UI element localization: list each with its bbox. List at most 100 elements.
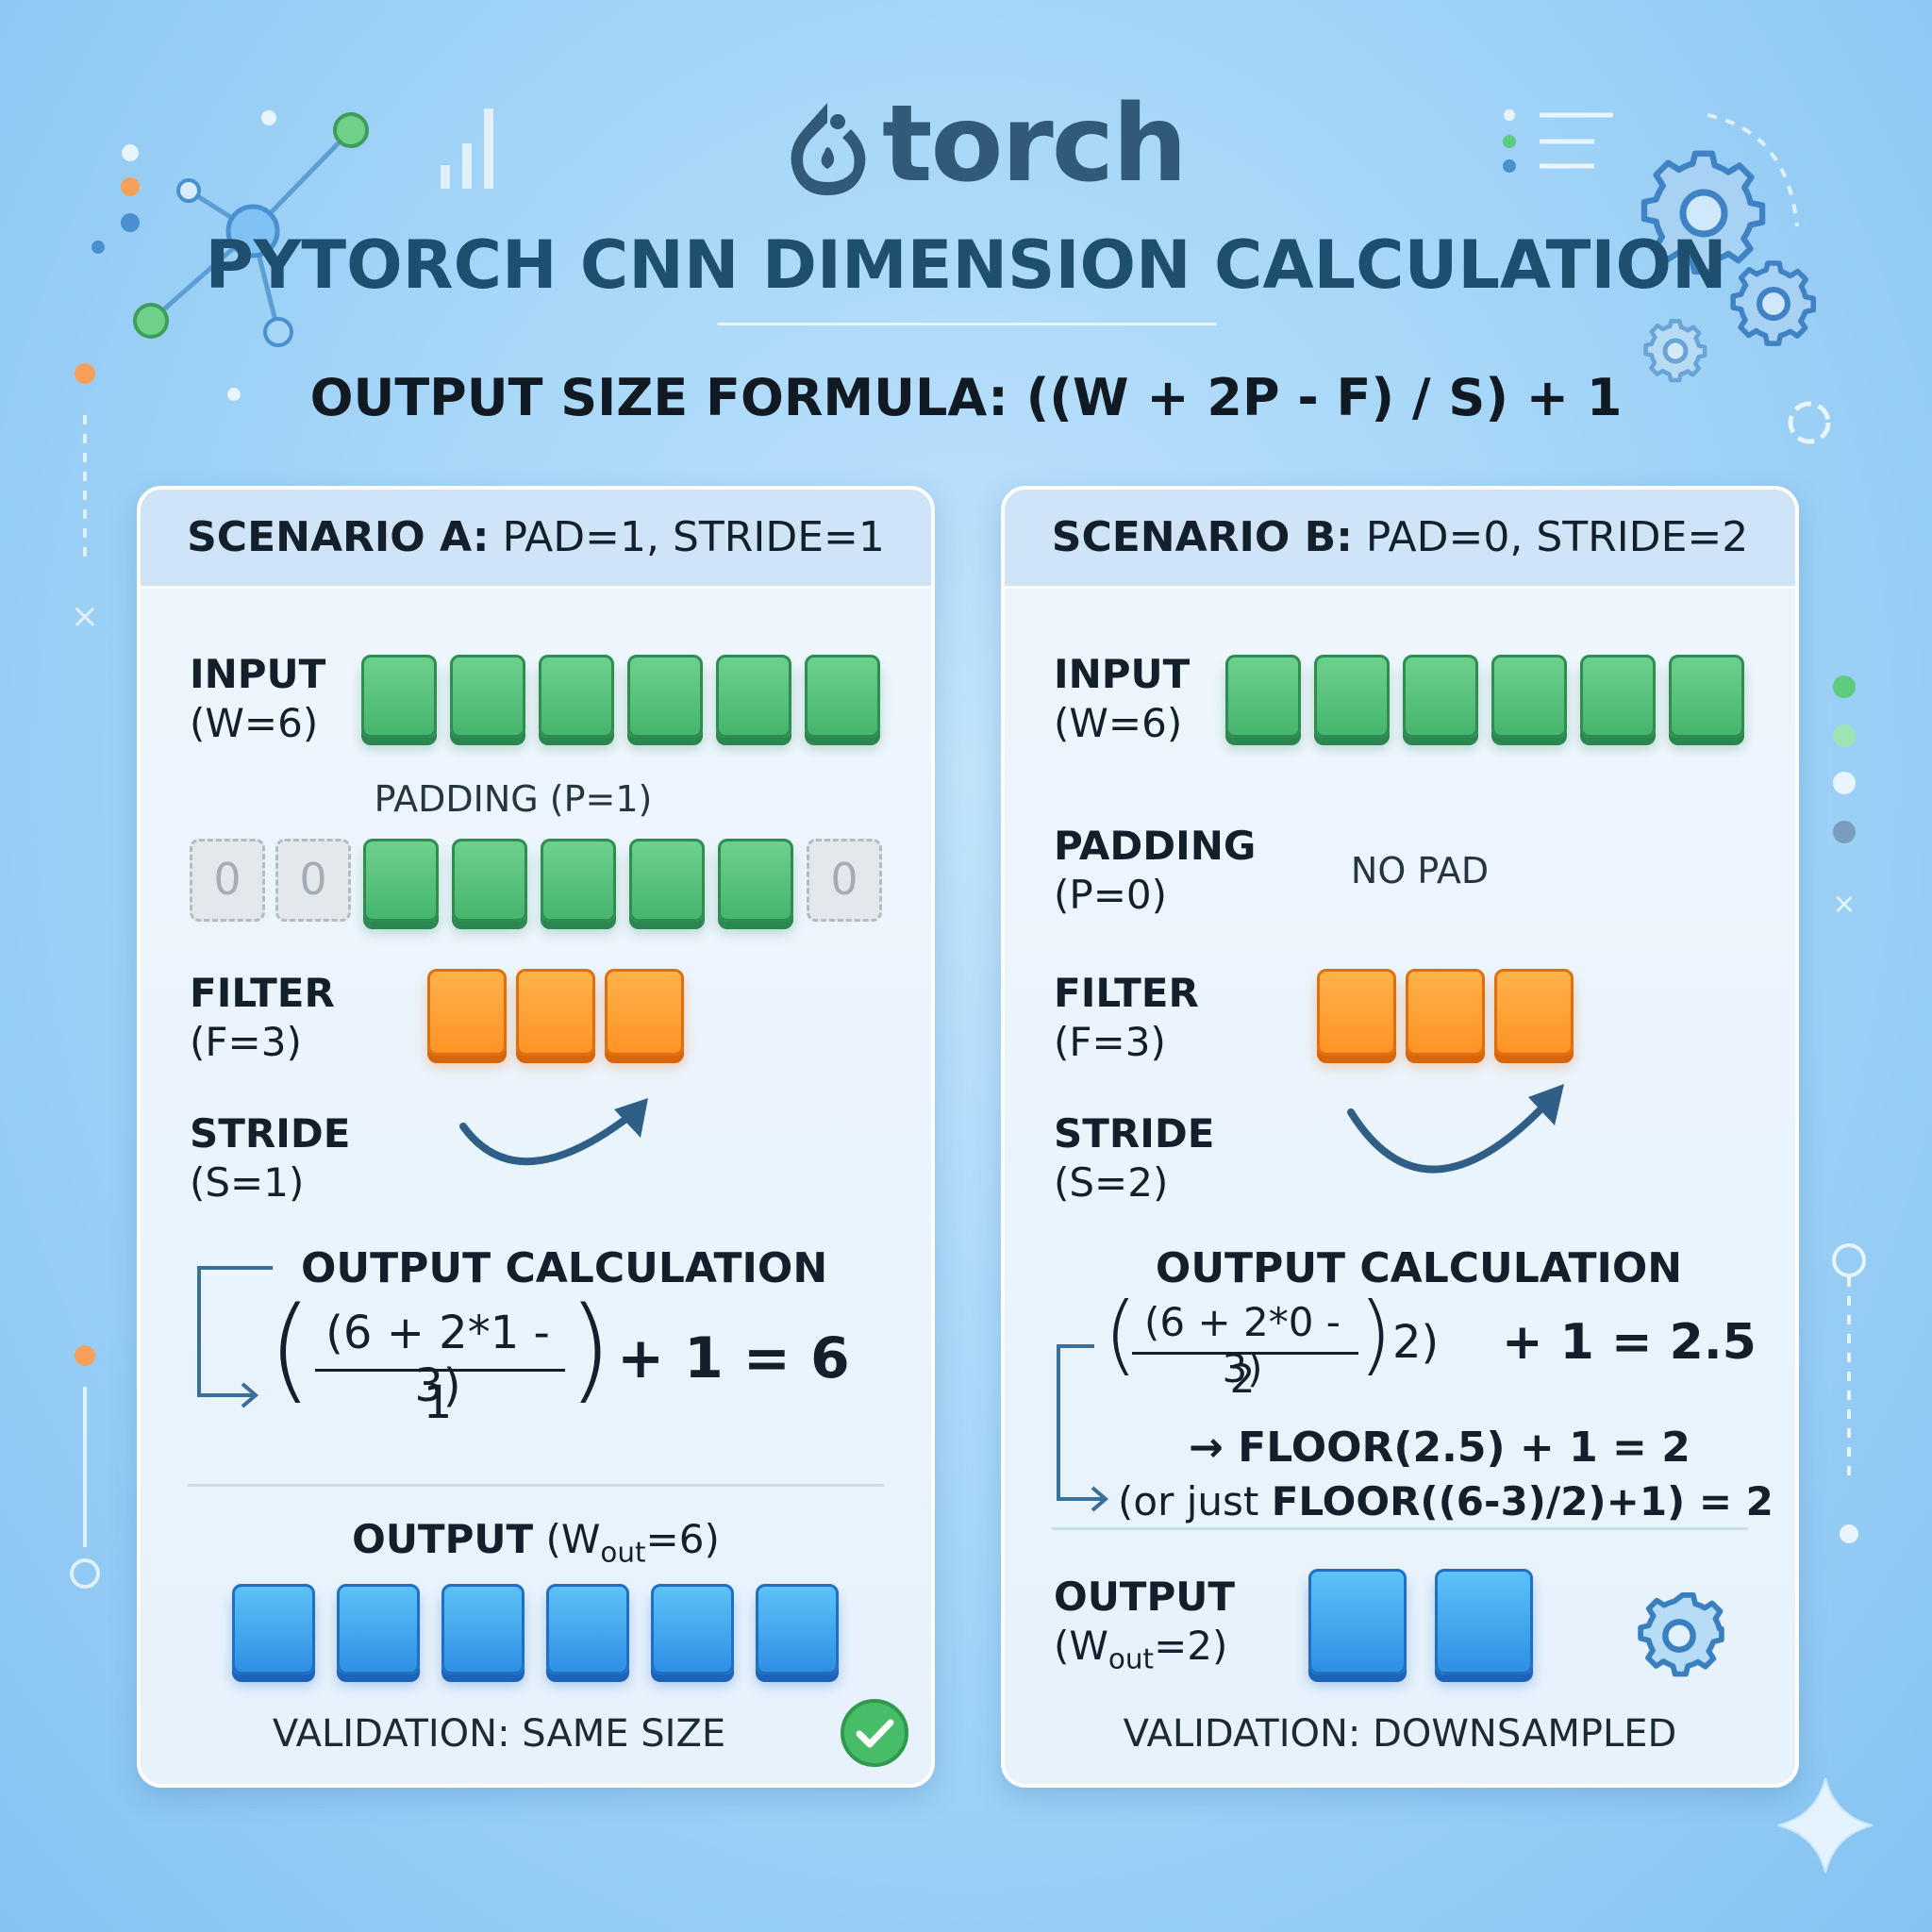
padded-input-cell — [629, 839, 705, 922]
stride-label: STRIDE (S=1) — [190, 1109, 350, 1208]
input-label: INPUT (W=6) — [190, 650, 325, 748]
calc-title: OUTPUT CALCULATION — [1155, 1244, 1683, 1292]
filter-value-text: (F=3) — [190, 1019, 302, 1065]
input-label-text: INPUT — [190, 651, 326, 697]
gear-icon — [1638, 1592, 1724, 1677]
padded-input-cell — [363, 839, 439, 922]
gear-cluster-icon — [1641, 150, 1816, 383]
stride-label: STRIDE (S=2) — [1054, 1109, 1214, 1208]
scenario-a-panel: SCENARIO A: PAD=1, STRIDE=1 INPUT (W=6) … — [137, 486, 935, 1788]
gear-icon — [1641, 150, 1766, 275]
pad-zero-cell: 0 — [807, 839, 882, 922]
stride-label-text: STRIDE — [190, 1110, 351, 1157]
scenario-b-title-params: PAD=0, STRIDE=2 — [1365, 513, 1749, 561]
scenario-a-title-params: PAD=1, STRIDE=1 — [502, 513, 885, 561]
input-value-text: (W=6) — [190, 700, 319, 746]
calc-numerator: (6 + 2*1 - 3) — [325, 1307, 550, 1412]
filter-cell — [427, 969, 507, 1056]
validation-text: VALIDATION: SAME SIZE — [272, 1712, 726, 1756]
calc-result: + 1 = 2.5 — [1502, 1314, 1757, 1371]
input-cell — [1225, 655, 1301, 738]
calc-result: + 1 = 6 — [617, 1325, 850, 1391]
filter-value-text: (F=3) — [1054, 1019, 1166, 1065]
validation-text: VALIDATION: DOWNSAMPLED — [1123, 1712, 1677, 1756]
fraction-bar — [315, 1369, 565, 1372]
output-label: OUTPUT (Wout=2) — [1054, 1573, 1235, 1683]
padding-caption: PADDING (P=1) — [374, 778, 653, 820]
filter-label-text: FILTER — [1054, 970, 1199, 1016]
filter-label: FILTER (F=3) — [190, 969, 335, 1067]
stride-value-text: (S=2) — [1054, 1159, 1169, 1206]
filter-cell — [1317, 969, 1396, 1056]
filter-cell — [516, 969, 595, 1056]
calc-denominator: 2 — [1229, 1356, 1256, 1402]
right-paren: ) — [1358, 1284, 1392, 1385]
calc-divisor: 2) — [1392, 1316, 1440, 1369]
alt-floor-expression: FLOOR((6-3)/2)+1) — [1271, 1478, 1686, 1524]
right-paren: ) — [568, 1284, 612, 1415]
output-cell — [441, 1584, 525, 1674]
svg-text:×: × — [71, 597, 99, 636]
input-cell — [1669, 655, 1744, 738]
logo-text: torch — [882, 83, 1188, 206]
formula-heading: OUTPUT SIZE FORMULA: ((W + 2P - F) / S) … — [309, 368, 1623, 427]
pad-zero-cell: 0 — [275, 839, 351, 922]
section-divider — [188, 1484, 884, 1487]
input-cell — [805, 655, 880, 738]
pad-zero-cell: 0 — [190, 839, 265, 922]
scenario-b-panel: SCENARIO B: PAD=0, STRIDE=2 INPUT (W=6) … — [1001, 486, 1799, 1788]
input-cell — [1491, 655, 1567, 738]
title-underline — [717, 323, 1217, 325]
calc-expression: ( (6 + 2*0 - 3) 2 ) 2) + 1 = 2.5 — [1104, 1291, 1764, 1403]
output-cell — [337, 1584, 420, 1674]
filter-label-text: FILTER — [190, 970, 335, 1016]
alt-prefix: (or just — [1118, 1478, 1272, 1524]
left-paren: ( — [1104, 1284, 1138, 1385]
sparkle-icon — [1777, 1777, 1874, 1874]
calc-title: OUTPUT CALCULATION — [301, 1244, 828, 1292]
stride-arrow-icon — [1347, 1084, 1564, 1174]
fraction-bar — [1132, 1352, 1358, 1355]
stride-arrow-icon — [459, 1098, 648, 1166]
torch-flame-icon — [791, 103, 866, 195]
stride-label-text: STRIDE — [1054, 1110, 1215, 1157]
output-cell — [546, 1584, 629, 1674]
svg-text:×: × — [1832, 888, 1856, 921]
no-pad-text: NO PAD — [1350, 850, 1490, 891]
input-value-text: (W=6) — [1054, 700, 1183, 746]
padded-input-cell — [452, 839, 527, 922]
input-cell — [627, 655, 703, 738]
calc-expression: ( (6 + 2*1 - 3) 1 ) + 1 = 6 — [268, 1293, 850, 1433]
stride-value-text: (S=1) — [190, 1159, 305, 1206]
scenario-b-title: SCENARIO B: PAD=0, STRIDE=2 — [1005, 490, 1795, 589]
calc-bracket-arrow — [1057, 1344, 1109, 1512]
input-cell — [1314, 655, 1390, 738]
input-cell — [1403, 655, 1478, 738]
input-cell — [1580, 655, 1656, 738]
floor-line: → FLOOR(2.5) + 1 = 2 — [1189, 1424, 1690, 1472]
calc-bracket-arrow — [197, 1266, 273, 1408]
input-label-text: INPUT — [1054, 651, 1191, 697]
list-icon — [1503, 109, 1613, 173]
output-label: OUTPUT — [352, 1516, 534, 1562]
filter-label: FILTER (F=3) — [1054, 969, 1199, 1067]
input-label: INPUT (W=6) — [1054, 650, 1190, 748]
padded-input-cell — [541, 839, 616, 922]
bar-chart-icon — [441, 108, 493, 189]
check-icon — [841, 1699, 908, 1767]
network-graph-icon — [133, 112, 369, 347]
scenario-b-title-bold: SCENARIO B: — [1051, 513, 1353, 561]
output-value-text: (Wout=2) — [1054, 1623, 1228, 1675]
section-divider — [1052, 1527, 1748, 1530]
page-title: PYTORCH CNN DIMENSION CALCULATION — [205, 226, 1727, 304]
padded-input-cell — [718, 839, 793, 922]
input-cell — [716, 655, 791, 738]
output-cell — [1308, 1569, 1407, 1674]
input-cell — [450, 655, 525, 738]
output-title: OUTPUT (Wout=6) — [141, 1516, 931, 1568]
output-cell — [232, 1584, 315, 1674]
filter-cell — [1406, 969, 1485, 1056]
padding-value-text: (P=0) — [1054, 872, 1168, 918]
alt-result: = 2 — [1685, 1478, 1774, 1524]
